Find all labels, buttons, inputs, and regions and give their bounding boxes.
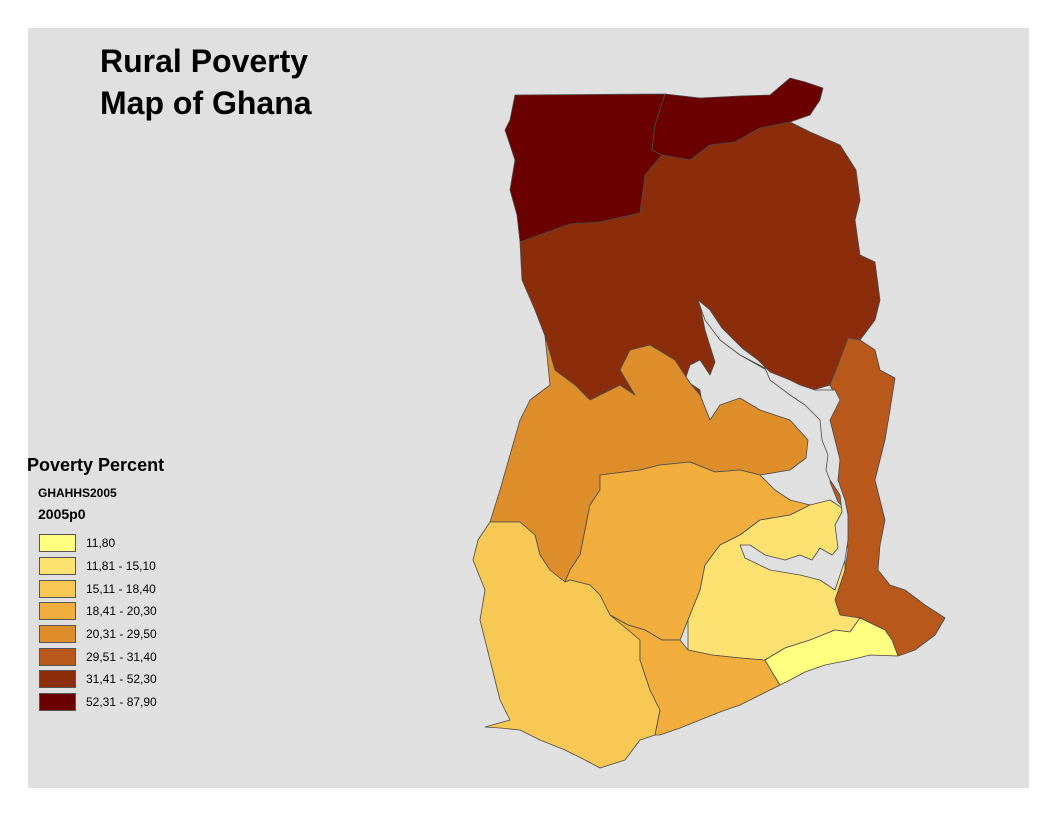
legend-label: 29,51 - 31,40 <box>86 649 157 664</box>
legend-swatch <box>39 557 76 576</box>
legend-swatch <box>39 534 76 553</box>
legend-label: 52,31 - 87,90 <box>86 695 157 710</box>
legend-label: 18,41 - 20,30 <box>86 604 157 619</box>
region-upper-east[interactable] <box>651 77 824 161</box>
legend-swatch <box>39 579 76 598</box>
map-title-line1: Rural Poverty <box>100 43 309 79</box>
map-title: Rural Poverty Map of Ghana <box>100 40 360 124</box>
region-western[interactable] <box>472 521 661 769</box>
legend-item: 11,80 <box>39 532 164 555</box>
legend-item: 52,31 - 87,90 <box>39 691 164 714</box>
legend-swatch <box>39 693 76 712</box>
legend-title: Poverty Percent <box>27 455 165 475</box>
legend: Poverty Percent GHAHHS2005 2005p0 11,80 … <box>27 455 164 714</box>
legend-item: 15,11 - 18,40 <box>39 577 164 600</box>
region-greater-accra[interactable] <box>764 617 899 686</box>
region-central[interactable] <box>609 614 781 736</box>
legend-field-name: 2005p0 <box>38 506 86 522</box>
region-volta[interactable] <box>827 337 946 657</box>
map-title-line2: Map of Ghana <box>100 85 312 121</box>
legend-item: 11,81 - 15,10 <box>39 555 164 578</box>
legend-label: 20,31 - 29,50 <box>86 627 157 642</box>
legend-swatch <box>39 625 76 644</box>
legend-layer-name: GHAHHS2005 <box>38 486 117 500</box>
legend-label: 11,80 <box>86 536 116 551</box>
lake-volta <box>697 299 849 591</box>
legend-item: 31,41 - 52,30 <box>39 668 164 691</box>
legend-item: 29,51 - 31,40 <box>39 645 164 668</box>
legend-item: 20,31 - 29,50 <box>39 623 164 646</box>
legend-label: 11,81 - 15,10 <box>86 559 156 574</box>
legend-label: 15,11 - 18,40 <box>86 581 156 596</box>
legend-item: 18,41 - 20,30 <box>39 600 164 623</box>
legend-swatch <box>39 647 76 666</box>
legend-label: 31,41 - 52,30 <box>86 672 157 687</box>
legend-swatch <box>39 670 76 689</box>
legend-swatch <box>39 602 76 621</box>
